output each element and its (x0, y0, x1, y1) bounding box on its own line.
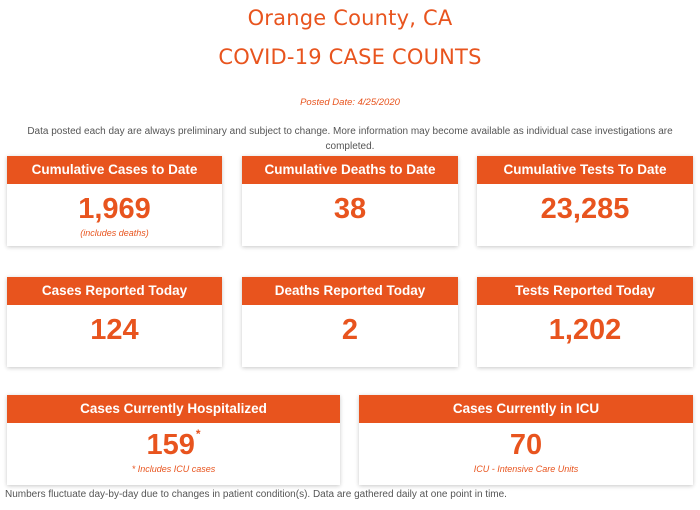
card-header: Cases Currently Hospitalized (7, 395, 340, 423)
card-cumulative-cases: Cumulative Cases to Date 1,969 (includes… (7, 156, 222, 246)
county-title: Orange County, CA (247, 6, 453, 30)
card-hospitalized: Cases Currently Hospitalized 159* * Incl… (7, 395, 340, 485)
stat-note-wrap: * Includes ICU cases (7, 464, 340, 474)
card-header: Tests Reported Today (477, 277, 693, 305)
card-icu: Cases Currently in ICU 70 ICU - Intensiv… (359, 395, 693, 485)
card-header: Cumulative Deaths to Date (242, 156, 458, 184)
posted-date: Posted Date: 4/25/2020 (300, 97, 400, 108)
asterisk-marker: * (195, 427, 201, 441)
stat-value: 159 (146, 429, 195, 461)
disclaimer-text: Data posted each day are always prelimin… (27, 126, 673, 152)
card-header: Cases Reported Today (7, 277, 222, 305)
stat-value: 1,969 (78, 193, 151, 225)
stat-note: ICU - Intensive Care Units (473, 464, 579, 474)
note-marker: * (131, 464, 136, 474)
card-cases-today: Cases Reported Today 124 (7, 277, 222, 367)
stat-value-wrap: 159* (7, 427, 340, 462)
stat-value: 23,285 (540, 193, 630, 225)
stat-value: 38 (333, 193, 367, 225)
page-title: COVID-19 CASE COUNTS (218, 45, 482, 69)
card-cumulative-tests: Cumulative Tests To Date 23,285 (477, 156, 693, 246)
stat-note: Includes ICU cases (137, 464, 216, 474)
stat-value: 70 (509, 429, 543, 461)
stat-value: 1,202 (548, 314, 622, 346)
card-header: Deaths Reported Today (242, 277, 458, 305)
card-cumulative-deaths: Cumulative Deaths to Date 38 (242, 156, 458, 246)
footer-note: Numbers fluctuate day-by-day due to chan… (5, 489, 507, 500)
card-header: Cases Currently in ICU (359, 395, 693, 423)
card-tests-today: Tests Reported Today 1,202 (477, 277, 693, 367)
stat-value: 2 (341, 314, 359, 346)
stat-note: (includes deaths) (80, 228, 149, 238)
card-deaths-today: Deaths Reported Today 2 (242, 277, 458, 367)
card-header: Cumulative Tests To Date (477, 156, 693, 184)
card-header: Cumulative Cases to Date (7, 156, 222, 184)
stat-value: 124 (90, 314, 139, 346)
